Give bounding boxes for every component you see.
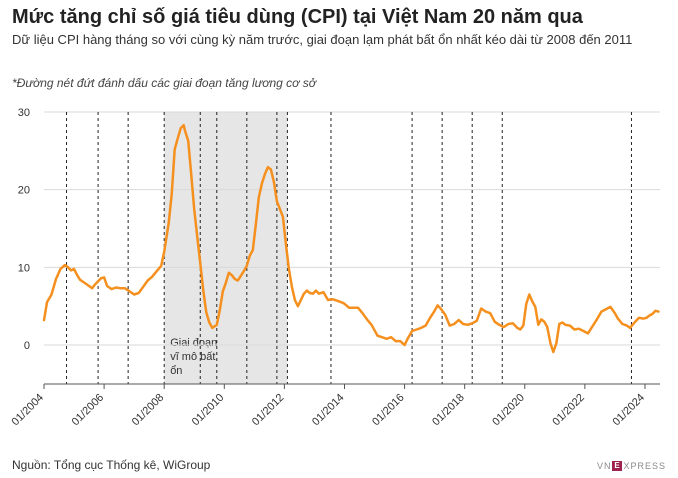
x-tick-label: 01/2012 [250, 392, 287, 429]
cpi-series-line [42, 123, 660, 354]
x-tick-label: 01/2010 [190, 392, 227, 429]
x-tick-label: 01/2022 [550, 392, 587, 429]
x-tick-label: 01/2018 [430, 392, 467, 429]
x-tick-label: 01/2006 [70, 392, 107, 429]
y-tick-label: 30 [18, 107, 30, 119]
logo-text: XPRESS [623, 461, 666, 471]
source-note: Nguồn: Tổng cục Thống kê, WiGroup [12, 458, 211, 472]
x-tick-label: 01/2024 [610, 392, 647, 429]
shaded-period-label: Giai đoạn vĩ mô bất ổn [170, 337, 217, 377]
x-tick-label: 01/2004 [10, 392, 47, 429]
vnexpress-logo: VN E XPRESS [596, 461, 666, 471]
shaded-period-label-line: Giai đoạn [170, 337, 217, 349]
y-tick-label: 10 [18, 262, 30, 274]
x-tick-label: 01/2020 [490, 392, 527, 429]
chart-title: Mức tăng chỉ số giá tiêu dùng (CPI) tại … [12, 6, 583, 28]
logo-mark-icon: E [612, 461, 623, 471]
y-tick-label: 0 [24, 340, 30, 352]
chart-note: *Đường nét đứt đánh dấu các giai đoạn tă… [12, 76, 317, 90]
x-tick-label: 01/2014 [310, 392, 347, 429]
shaded-period [164, 112, 288, 384]
shaded-period-label-line: ổn [170, 365, 182, 377]
x-tick-label: 01/2008 [130, 392, 167, 429]
y-tick-label: 20 [18, 185, 30, 197]
x-tick-label: 01/2016 [370, 392, 407, 429]
chart-subtitle: Dữ liệu CPI hàng tháng so với cùng kỳ nă… [12, 32, 633, 47]
shaded-period-label-line: vĩ mô bất [170, 351, 215, 363]
